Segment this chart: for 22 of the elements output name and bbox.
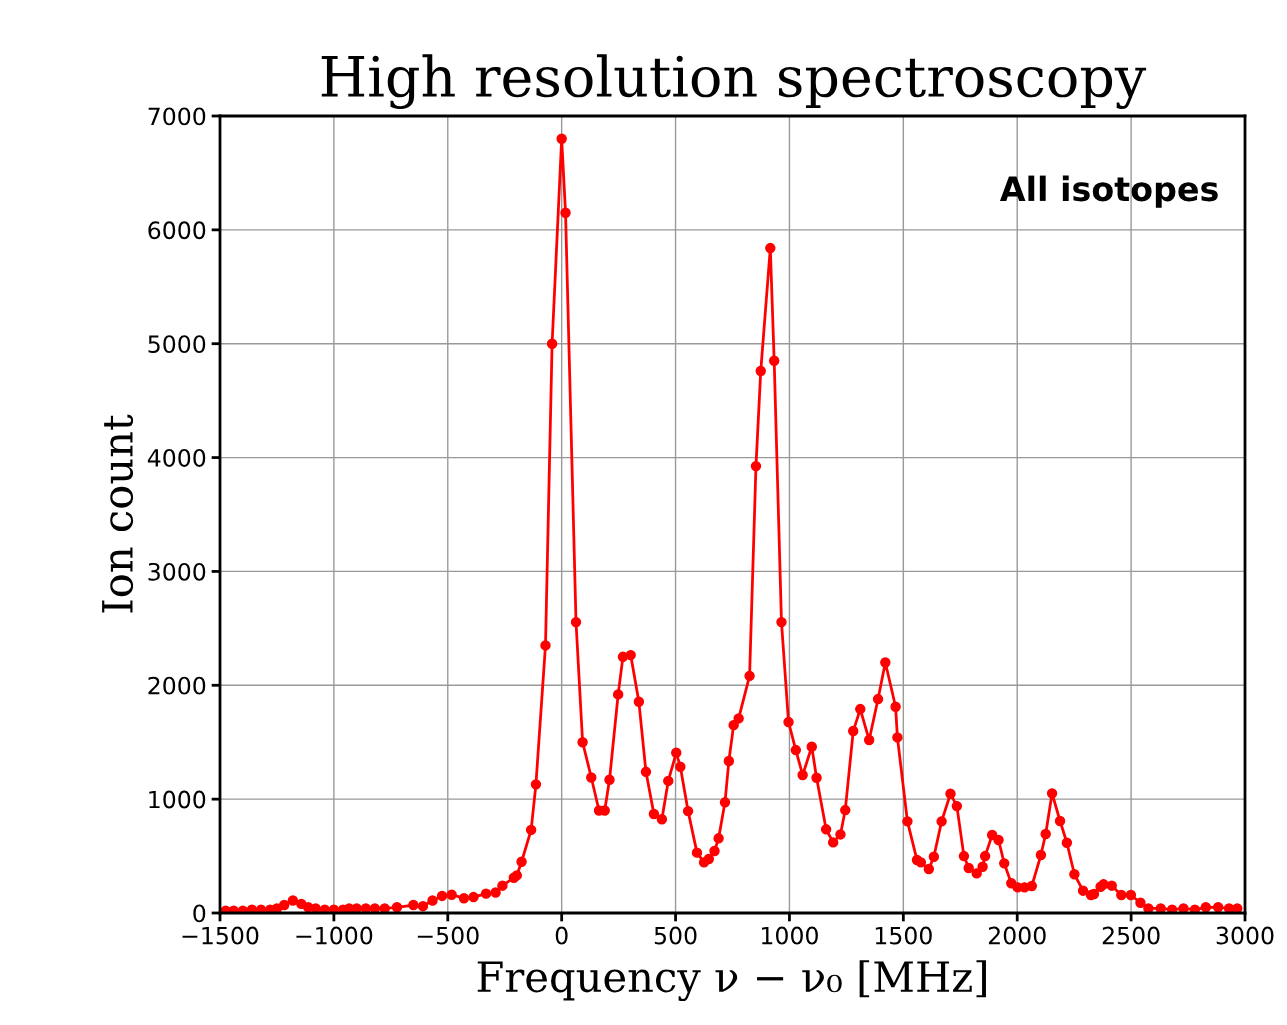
chart-title: High resolution spectroscopy	[321, 54, 1147, 109]
x-tick-label: 1000	[761, 926, 818, 945]
y-tick-label: 3000	[148, 562, 206, 581]
y-tick-label: 1000	[149, 790, 206, 809]
x-tick-label: −500	[417, 926, 479, 945]
y-tick-label: 0	[193, 904, 206, 923]
x-tick-label: 2500	[1102, 926, 1160, 945]
y-tick-label: 6000	[148, 221, 206, 240]
x-tick-label: 1500	[875, 926, 932, 945]
x-tick-label: −1000	[296, 926, 373, 945]
y-tick-label: 4000	[147, 449, 206, 467]
x-tick-label: −1500	[182, 926, 259, 945]
y-tick-label: 2000	[148, 676, 206, 695]
y-tick-label: 7000	[148, 107, 206, 126]
x-tick-label: 3000	[1216, 926, 1274, 945]
x-tick-label: 0	[555, 926, 568, 945]
y-tick-label: 5000	[148, 335, 206, 354]
annotation: All isotopes	[999, 175, 1218, 208]
x-tick-label: 500	[654, 926, 697, 945]
x-tick-label: 2000	[988, 926, 1046, 945]
y-axis-title: Ion count	[102, 414, 134, 613]
x-axis-title: Frequency ν − ν₀ [MHz]	[477, 960, 986, 1002]
